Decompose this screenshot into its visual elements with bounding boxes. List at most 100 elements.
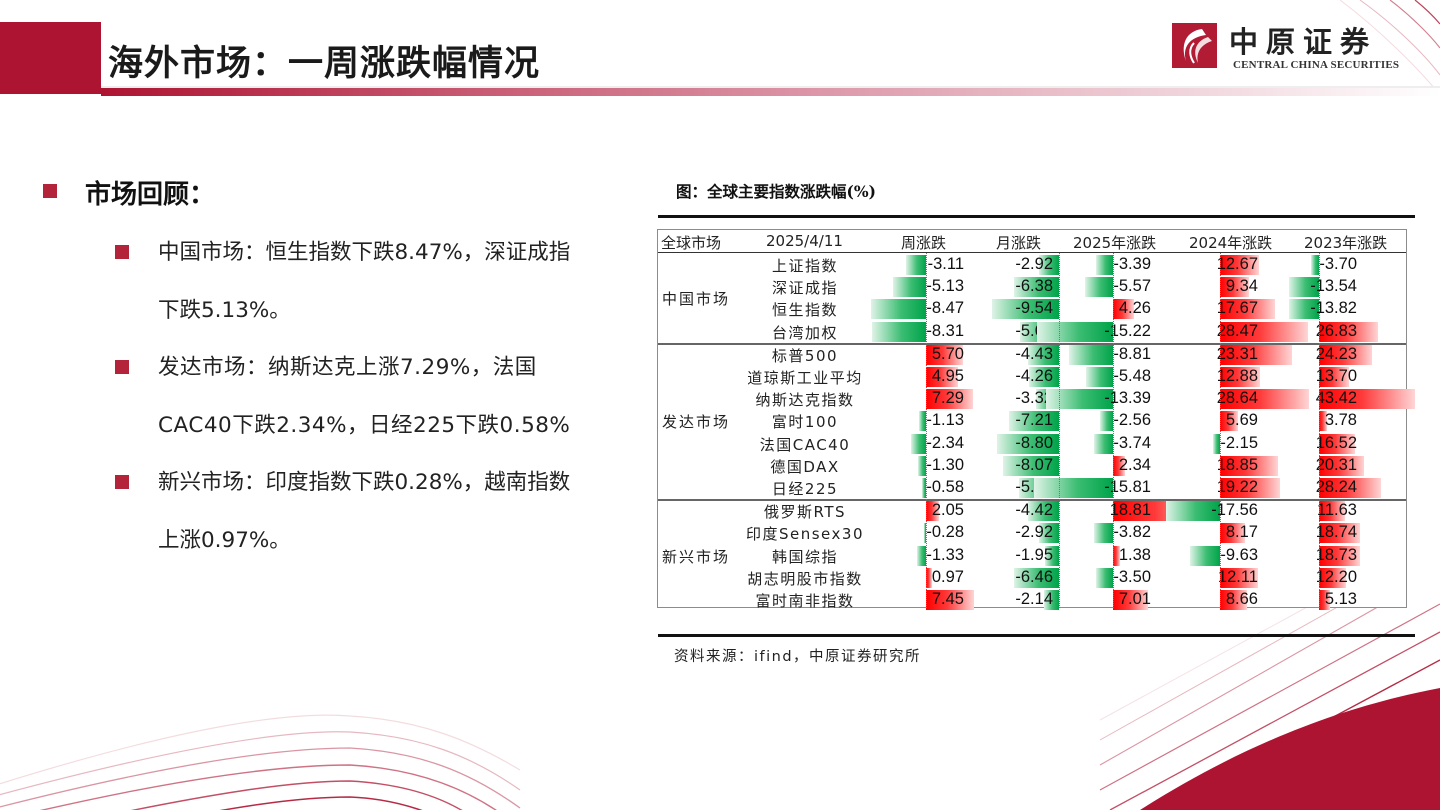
index-change-value: 5.69 bbox=[1225, 411, 1258, 430]
table-header-row: 全球市场 2025/4/11 周涨跌 月涨跌 2025年涨跌 2024年涨跌 2… bbox=[658, 230, 1406, 253]
bullet-line: 下跌5.13%。 bbox=[158, 298, 291, 323]
index-change-value: 7.45 bbox=[931, 589, 964, 608]
header-accent-block bbox=[0, 22, 101, 94]
table-row: 富时南非指数 7.45 -2.14 7.01 8.66 5.13 bbox=[658, 589, 1406, 611]
data-bar-axis bbox=[1220, 253, 1221, 608]
data-bar-axis bbox=[1113, 253, 1114, 608]
data-bar-axis bbox=[926, 253, 927, 608]
table-row: 标普500 5.70 -4.43 -8.81 23.31 24.23 bbox=[658, 344, 1406, 366]
negative-data-bar bbox=[910, 433, 926, 454]
negative-data-bar bbox=[1213, 433, 1220, 454]
negative-data-bar bbox=[1289, 277, 1319, 298]
market-group-label: 中国市场 bbox=[662, 290, 731, 309]
index-change-value: 2.34 bbox=[1118, 455, 1151, 474]
table-row: 恒生指数 -8.47 -9.54 4.26 17.67 -13.82 bbox=[658, 298, 1406, 320]
index-change-value: 28.64 bbox=[1216, 389, 1258, 408]
index-change-value: -8.07 bbox=[1015, 455, 1053, 474]
index-change-value: -3.50 bbox=[1113, 567, 1151, 586]
negative-data-bar bbox=[1085, 277, 1113, 298]
index-name: 德国DAX bbox=[770, 457, 840, 476]
company-logo: 中原证券 CENTRAL CHINA SECURITIES bbox=[1172, 23, 1412, 71]
positive-data-bar bbox=[926, 589, 975, 610]
index-change-value: 18.85 bbox=[1216, 455, 1258, 474]
section-title: 市场回顾： bbox=[85, 180, 216, 210]
negative-data-bar bbox=[871, 321, 926, 342]
negative-data-bar bbox=[1008, 411, 1059, 432]
table-row: 台湾加权 -8.31 -5.64 -15.22 28.47 26.83 bbox=[658, 321, 1406, 343]
index-change-value: -2.15 bbox=[1220, 433, 1258, 452]
index-change-value: -2.92 bbox=[1015, 523, 1053, 542]
index-change-value: -3.11 bbox=[927, 255, 964, 273]
index-change-value: 3.78 bbox=[1324, 411, 1357, 430]
index-change-value: -13.39 bbox=[1104, 389, 1151, 408]
index-change-value: -2.34 bbox=[926, 433, 964, 452]
positive-data-bar bbox=[1113, 455, 1125, 476]
index-performance-table: 全球市场 2025/4/11 周涨跌 月涨跌 2025年涨跌 2024年涨跌 2… bbox=[657, 229, 1415, 611]
positive-data-bar bbox=[1113, 299, 1135, 320]
figure-title: 图：全球主要指数涨跌幅(%) bbox=[676, 182, 876, 201]
index-change-value: -1.95 bbox=[1015, 545, 1053, 564]
index-name: 富时100 bbox=[771, 413, 839, 432]
index-change-value: -17.56 bbox=[1211, 501, 1258, 520]
index-change-value: 0.97 bbox=[931, 567, 964, 586]
index-change-value: 12.67 bbox=[1216, 255, 1258, 273]
positive-data-bar bbox=[1319, 589, 1331, 610]
index-change-value: -2.14 bbox=[1015, 589, 1053, 608]
index-change-value: 13.70 bbox=[1315, 366, 1357, 385]
index-change-value: 4.95 bbox=[931, 366, 964, 385]
positive-data-bar bbox=[926, 344, 964, 365]
negative-data-bar bbox=[922, 477, 926, 498]
table-row: 德国DAX -1.30 -8.07 2.34 18.85 20.31 bbox=[658, 455, 1406, 477]
index-change-value: 19.22 bbox=[1216, 477, 1258, 496]
negative-data-bar bbox=[1165, 501, 1220, 522]
index-name: 纳斯达克指数 bbox=[755, 391, 855, 410]
positive-data-bar bbox=[1220, 344, 1293, 365]
index-change-value: -13.82 bbox=[1310, 299, 1357, 318]
negative-data-bar bbox=[924, 523, 926, 544]
index-change-value: 7.01 bbox=[1118, 589, 1151, 608]
index-name: 台湾加权 bbox=[771, 323, 838, 342]
negative-data-bar bbox=[917, 545, 926, 566]
negative-data-bar bbox=[1085, 366, 1113, 387]
positive-data-bar bbox=[1220, 455, 1279, 476]
index-change-value: 28.24 bbox=[1315, 477, 1357, 496]
index-change-value: -7.21 bbox=[1015, 411, 1053, 430]
column-header: 月涨跌 bbox=[996, 234, 1042, 252]
positive-data-bar bbox=[1220, 567, 1258, 588]
negative-data-bar bbox=[905, 255, 926, 275]
index-change-value: -1.30 bbox=[926, 455, 964, 474]
index-change-value: -6.38 bbox=[1015, 277, 1053, 296]
negative-data-bar bbox=[1095, 567, 1113, 588]
negative-data-bar bbox=[1013, 567, 1059, 588]
negative-data-bar bbox=[1046, 389, 1113, 410]
index-change-value: -0.28 bbox=[926, 523, 964, 542]
index-name: 俄罗斯RTS bbox=[763, 503, 846, 522]
table-row: 印度Sensex30 -0.28 -2.92 -3.82 8.17 18.74 bbox=[658, 522, 1406, 544]
bullet-line: 上涨0.97%。 bbox=[158, 528, 291, 553]
index-change-value: -5.48 bbox=[1113, 366, 1151, 385]
bullet-line: 中国市场：恒生指数下跌8.47%，深证成指 bbox=[158, 240, 571, 265]
bullet-china-market: 中国市场：恒生指数下跌8.47%，深证成指 下跌5.13%。 bbox=[158, 224, 638, 340]
positive-data-bar bbox=[1319, 389, 1415, 410]
index-change-value: -1.13 bbox=[926, 411, 964, 430]
bullet-icon bbox=[115, 360, 129, 374]
market-group: 中国市场 上证指数 -3.11 -2.92 -3.39 12.67 -3.70 深证成指 -5.… bbox=[658, 254, 1406, 343]
column-header: 周涨跌 bbox=[901, 234, 947, 252]
index-change-value: 18.74 bbox=[1315, 523, 1357, 542]
negative-data-bar bbox=[1100, 411, 1113, 432]
index-change-value: 5.13 bbox=[1324, 589, 1357, 608]
index-change-value: 8.66 bbox=[1225, 589, 1258, 608]
index-change-value: 26.83 bbox=[1315, 321, 1357, 340]
bullet-icon bbox=[115, 475, 129, 489]
positive-data-bar bbox=[926, 567, 933, 588]
index-change-value: 43.42 bbox=[1315, 389, 1357, 408]
table-row: 韩国综指 -1.33 -1.95 1.38 -9.63 18.73 bbox=[658, 545, 1406, 567]
index-change-value: 24.23 bbox=[1315, 344, 1357, 363]
positive-data-bar bbox=[1319, 501, 1345, 522]
bullet-line: 新兴市场：印度指数下跌0.28%，越南指数 bbox=[158, 470, 571, 495]
index-name: 法国CAC40 bbox=[759, 435, 851, 454]
index-name: 道琼斯工业平均 bbox=[747, 368, 863, 387]
negative-data-bar bbox=[997, 433, 1059, 454]
negative-data-bar bbox=[1096, 255, 1113, 275]
page-title: 海外市场：一周涨跌幅情况 bbox=[108, 44, 541, 84]
